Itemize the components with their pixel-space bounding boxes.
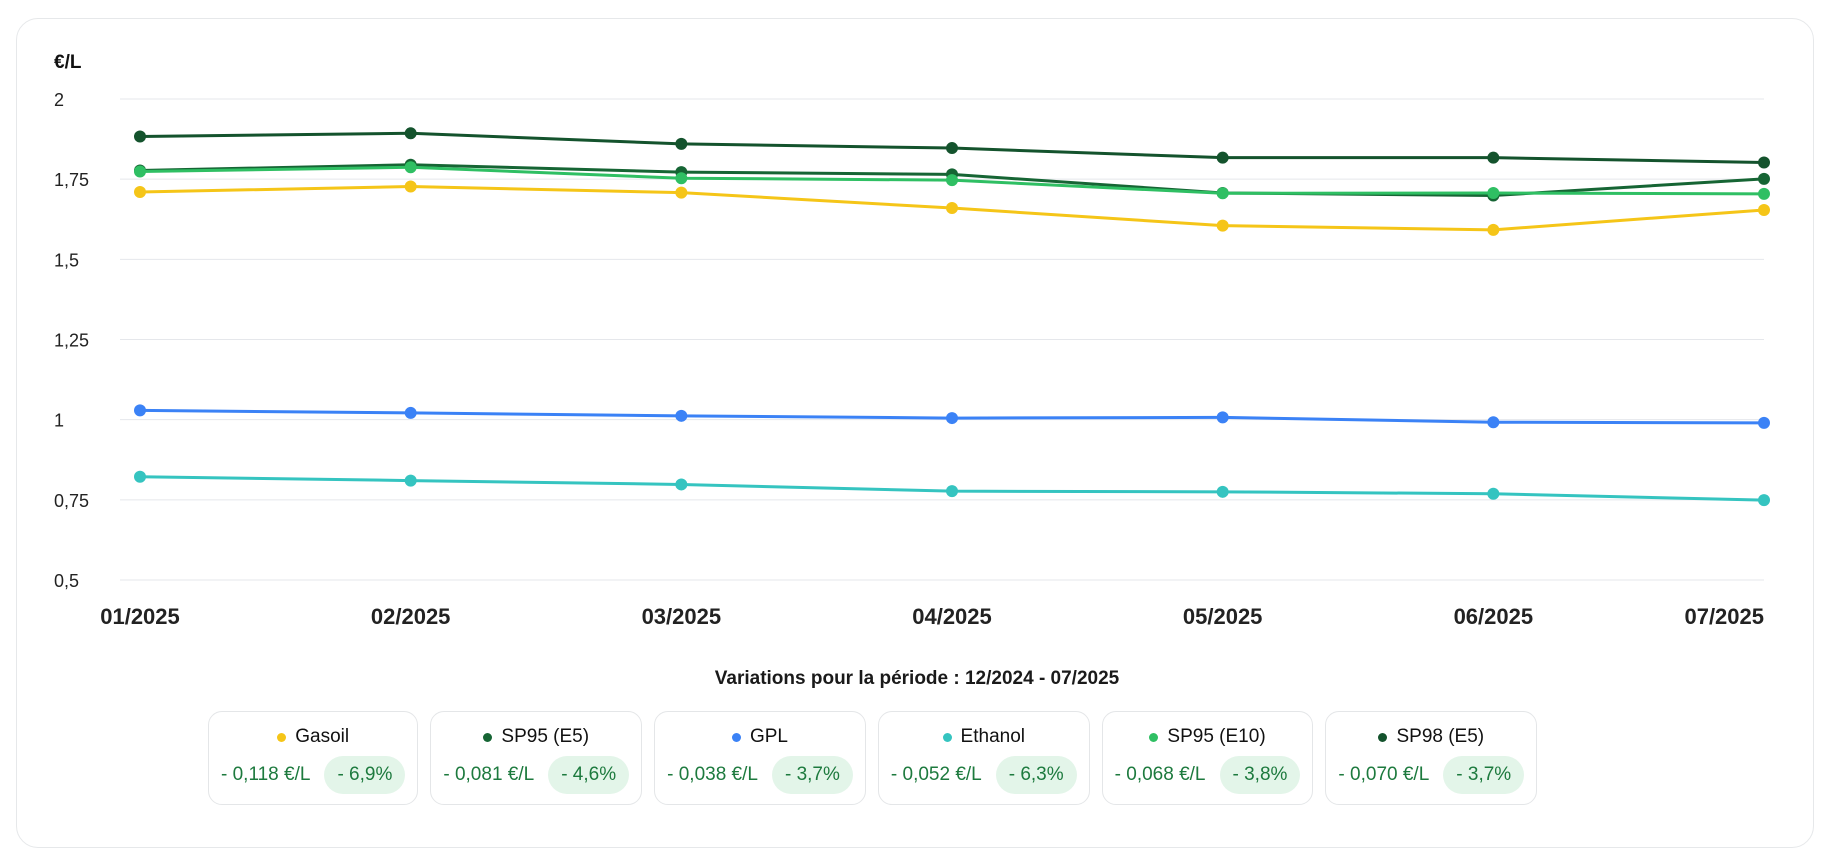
y-tick-label: 1,5 bbox=[54, 250, 79, 270]
data-point-sp95-e10 bbox=[404, 161, 417, 174]
data-point-ethanol bbox=[1487, 487, 1500, 500]
legend-dot-icon bbox=[1378, 732, 1388, 742]
data-point-gpl bbox=[404, 406, 417, 419]
legend: Gasoil - 0,118 €/L - 6,9% SP95 (E5) - 0,… bbox=[208, 711, 1538, 805]
data-point-gpl bbox=[1216, 411, 1229, 424]
legend-series-name: Gasoil bbox=[295, 726, 350, 747]
legend-abs-variation: - 0,052 €/L bbox=[890, 764, 982, 785]
data-point-ethanol bbox=[404, 474, 417, 487]
legend-dot-icon bbox=[277, 732, 287, 742]
legend-dot-icon bbox=[483, 732, 493, 742]
data-point-gpl bbox=[1758, 416, 1770, 429]
legend-series-name: SP98 (E5) bbox=[1396, 726, 1485, 747]
legend-pct-badge: - 3,7% bbox=[771, 756, 853, 794]
data-point-ethanol bbox=[1758, 494, 1770, 507]
legend-series-name: GPL bbox=[749, 726, 789, 747]
data-point-sp95-e10 bbox=[1487, 186, 1500, 199]
y-tick-label: 0,5 bbox=[54, 571, 79, 591]
legend-series-name: Ethanol bbox=[960, 726, 1025, 747]
legend-card-gpl: GPL - 0,038 €/L - 3,7% bbox=[654, 711, 866, 805]
y-tick-label: 0,75 bbox=[54, 491, 89, 511]
legend-abs-variation: - 0,068 €/L bbox=[1114, 764, 1206, 785]
data-point-ethanol bbox=[946, 485, 958, 498]
y-tick-label: 1,25 bbox=[54, 331, 89, 351]
data-point-gasoil bbox=[946, 202, 958, 215]
legend-card-gasoil: Gasoil - 0,118 €/L - 6,9% bbox=[208, 711, 419, 805]
legend-pct-badge: - 3,8% bbox=[1219, 756, 1301, 794]
period-title: Variations pour la période : 12/2024 - 0… bbox=[714, 668, 1120, 689]
legend-dot-icon bbox=[731, 732, 741, 742]
data-point-sp98-e5 bbox=[404, 127, 417, 140]
data-point-sp98-e5 bbox=[1487, 151, 1500, 164]
legend-abs-variation: - 0,081 €/L bbox=[443, 764, 535, 785]
data-point-gpl bbox=[134, 404, 146, 417]
data-point-gasoil bbox=[134, 185, 146, 198]
data-point-sp98-e5 bbox=[1216, 151, 1229, 164]
y-tick-label: 1,75 bbox=[54, 170, 89, 190]
data-point-ethanol bbox=[134, 470, 146, 483]
data-point-sp98-e5 bbox=[946, 142, 958, 155]
data-point-gpl bbox=[946, 412, 958, 425]
data-point-sp95-e10 bbox=[134, 165, 146, 178]
x-tick-label: 04/2025 bbox=[912, 604, 992, 629]
x-tick-label: 06/2025 bbox=[1454, 604, 1534, 629]
data-point-gasoil bbox=[1758, 203, 1770, 216]
x-tick-label: 05/2025 bbox=[1183, 604, 1263, 629]
data-point-sp98-e5 bbox=[1758, 156, 1770, 169]
data-point-gasoil bbox=[1487, 223, 1500, 236]
y-axis-unit-label: €/L bbox=[54, 52, 82, 73]
data-point-ethanol bbox=[675, 478, 688, 491]
y-tick-label: 1 bbox=[54, 411, 64, 431]
data-point-gasoil bbox=[675, 186, 688, 199]
chart-card bbox=[16, 18, 1814, 848]
data-point-ethanol bbox=[1216, 485, 1229, 498]
legend-series-name: SP95 (E5) bbox=[501, 726, 590, 747]
legend-series-name: SP95 (E10) bbox=[1167, 726, 1266, 747]
data-point-sp95-e10 bbox=[946, 174, 958, 187]
legend-card-sp95-e5: SP95 (E5) - 0,081 €/L - 4,6% bbox=[430, 711, 643, 805]
data-point-gasoil bbox=[404, 180, 417, 193]
data-point-sp98-e5 bbox=[134, 130, 146, 143]
legend-dot-icon bbox=[942, 732, 952, 742]
x-tick-label: 07/2025 bbox=[1684, 604, 1764, 629]
legend-dot-icon bbox=[1149, 732, 1159, 742]
y-tick-label: 2 bbox=[54, 90, 64, 110]
data-point-sp95-e5 bbox=[1758, 172, 1770, 185]
legend-card-sp95-e10: SP95 (E10) - 0,068 €/L - 3,8% bbox=[1101, 711, 1314, 805]
data-point-gpl bbox=[675, 409, 688, 422]
x-tick-label: 03/2025 bbox=[642, 604, 722, 629]
data-point-gasoil bbox=[1216, 219, 1229, 232]
x-tick-label: 01/2025 bbox=[100, 604, 180, 629]
legend-pct-badge: - 6,9% bbox=[324, 756, 406, 794]
data-point-sp95-e10 bbox=[1758, 187, 1770, 200]
legend-pct-badge: - 6,3% bbox=[995, 756, 1077, 794]
legend-abs-variation: - 0,118 €/L bbox=[221, 764, 311, 785]
data-point-sp95-e10 bbox=[1216, 187, 1229, 200]
x-tick-label: 02/2025 bbox=[371, 604, 451, 629]
legend-card-sp98-e5: SP98 (E5) - 0,070 €/L - 3,7% bbox=[1325, 711, 1538, 805]
data-point-gpl bbox=[1487, 416, 1500, 429]
line-chart: 2 1,75 1,5 1,25 1 0,75 0,5 01/2025 02/2025 03/202… bbox=[54, 90, 1770, 629]
legend-abs-variation: - 0,038 €/L bbox=[667, 764, 758, 785]
legend-abs-variation: - 0,070 €/L bbox=[1338, 764, 1430, 785]
legend-pct-badge: - 4,6% bbox=[548, 756, 630, 794]
legend-card-ethanol: Ethanol - 0,052 €/L - 6,3% bbox=[877, 711, 1090, 805]
legend-pct-badge: - 3,7% bbox=[1443, 756, 1525, 794]
data-point-sp98-e5 bbox=[675, 137, 688, 150]
data-point-sp95-e10 bbox=[675, 172, 688, 185]
